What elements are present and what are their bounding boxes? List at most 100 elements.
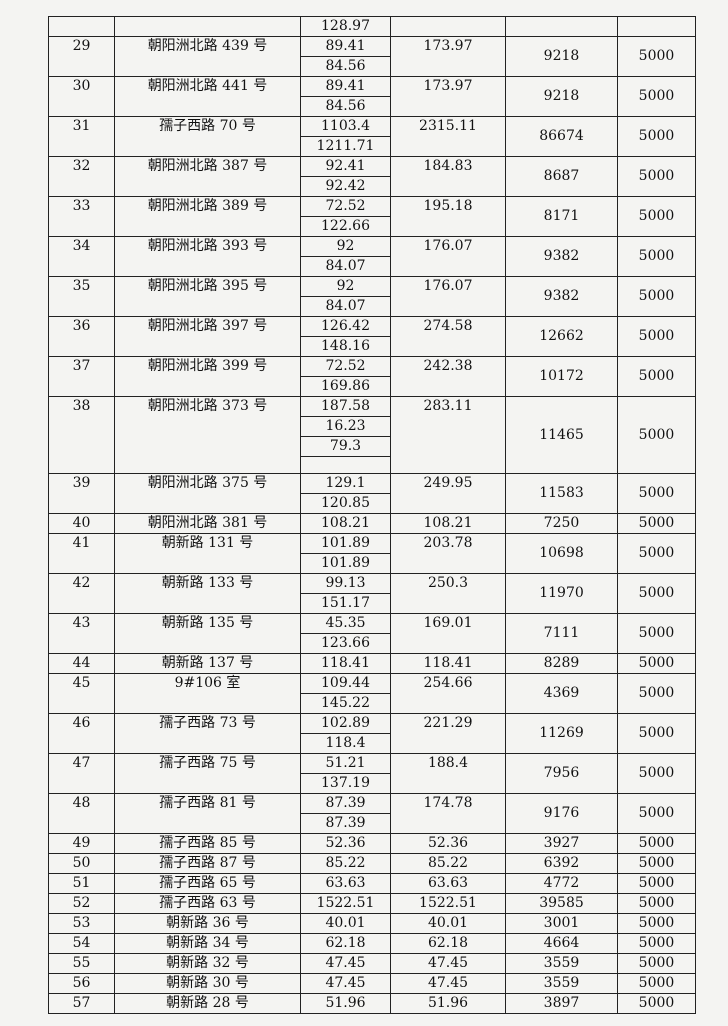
amount-cell: 3897	[505, 993, 618, 1014]
no-cell: 49	[48, 833, 115, 854]
amount-cell: 11269	[505, 713, 618, 754]
table-row: 46 孺子西路 73 号 102.89 221.29 11269 5000	[48, 713, 696, 754]
area-cell: 122.66	[300, 216, 391, 237]
area-cell: 137.19	[300, 773, 391, 794]
area-cell: 92.41	[300, 156, 391, 177]
table-row: 34 朝阳洲北路 393 号 92 176.07 9382 5000	[48, 236, 696, 277]
address-cell: 朝阳洲北路 393 号	[114, 236, 301, 277]
table-row: 38 朝阳洲北路 373 号 187.58 283.11 11465 5000	[48, 396, 696, 474]
fee-cell: 5000	[617, 673, 696, 714]
table-row: 56 朝新路 30 号 47.45 47.45 3559 5000	[48, 973, 696, 994]
area-cell: 92.42	[300, 176, 391, 197]
area-cell: 63.63	[300, 873, 391, 894]
total-cell: 188.4	[390, 753, 506, 794]
area-cell: 118.4	[300, 733, 391, 754]
area-cell: 84.07	[300, 296, 391, 317]
no-cell: 33	[48, 196, 115, 237]
total-cell: 62.18	[390, 933, 506, 954]
amount-cell: 3559	[505, 973, 618, 994]
no-cell: 46	[48, 713, 115, 754]
table-row: 37 朝阳洲北路 399 号 72.52 242.38 10172 5000	[48, 356, 696, 397]
area-cell: 72.52	[300, 196, 391, 217]
address-cell: 朝阳洲北路 389 号	[114, 196, 301, 237]
table-row: 31 孺子西路 70 号 1103.4 2315.11 86674 5000	[48, 116, 696, 157]
table-row: 169.86	[49, 376, 696, 397]
address-cell: 朝新路 34 号	[114, 933, 301, 954]
amount-cell: 11583	[505, 473, 618, 514]
area-cell: 16.23	[300, 416, 391, 437]
total-cell: 118.41	[390, 653, 506, 674]
area-cell: 1103.4	[300, 116, 391, 137]
no-cell: 50	[48, 853, 115, 874]
address-cell: 朝阳洲北路 441 号	[114, 76, 301, 117]
fee-cell: 5000	[617, 953, 696, 974]
fee-cell: 5000	[617, 893, 696, 914]
area-cell: 148.16	[300, 336, 391, 357]
area-cell: 84.56	[300, 96, 391, 117]
total-cell: 174.78	[390, 793, 506, 834]
area-cell: 109.44	[300, 673, 391, 694]
amount-cell: 9382	[505, 236, 618, 277]
no-cell: 48	[48, 793, 115, 834]
total-cell: 242.38	[390, 356, 506, 397]
area-cell: 120.85	[300, 493, 391, 514]
area-cell: 126.42	[300, 316, 391, 337]
address-cell: 朝新路 133 号	[114, 573, 301, 614]
amount-cell: 9382	[505, 276, 618, 317]
table-row: 120.85	[49, 493, 696, 514]
fee-cell: 5000	[617, 873, 696, 894]
table-row: 123.66	[49, 633, 696, 654]
amount-cell: 4369	[505, 673, 618, 714]
address-cell: 孺子西路 65 号	[114, 873, 301, 894]
no-cell: 55	[48, 953, 115, 974]
amount-cell: 7956	[505, 753, 618, 794]
area-cell: 118.41	[300, 653, 391, 674]
no-cell: 42	[48, 573, 115, 614]
area-cell: 187.58	[300, 396, 391, 417]
area-cell: 89.41	[300, 76, 391, 97]
table-row: 52 孺子西路 63 号 1522.51 1522.51 39585 5000	[48, 893, 696, 914]
area-cell: 47.45	[300, 953, 391, 974]
area-cell: 101.89	[300, 533, 391, 554]
address-cell: 孺子西路 81 号	[114, 793, 301, 834]
address-cell: 朝阳洲北路 387 号	[114, 156, 301, 197]
area-cell: 123.66	[300, 633, 391, 654]
address-cell: 朝新路 137 号	[114, 653, 301, 674]
table-row: 40 朝阳洲北路 381 号 108.21 108.21 7250 5000	[48, 513, 696, 534]
table-row: 29 朝阳洲北路 439 号 89.41 173.97 9218 5000	[48, 36, 696, 77]
amount-cell: 6392	[505, 853, 618, 874]
area-cell: 87.39	[300, 813, 391, 834]
table-row: 42 朝新路 133 号 99.13 250.3 11970 5000	[48, 573, 696, 614]
fee-cell: 5000	[617, 276, 696, 317]
table-row: 43 朝新路 135 号 45.35 169.01 7111 5000	[48, 613, 696, 654]
area-cell: 169.86	[300, 376, 391, 397]
no-cell: 54	[48, 933, 115, 954]
fee-cell	[617, 16, 696, 37]
area-cell: 129.1	[300, 473, 391, 494]
no-cell: 34	[48, 236, 115, 277]
area-cell	[300, 456, 391, 474]
total-cell: 40.01	[390, 913, 506, 934]
fee-cell: 5000	[617, 356, 696, 397]
fee-cell: 5000	[617, 76, 696, 117]
total-cell: 52.36	[390, 833, 506, 854]
address-cell	[114, 16, 301, 37]
total-cell: 176.07	[390, 236, 506, 277]
address-cell: 孺子西路 70 号	[114, 116, 301, 157]
area-cell: 85.22	[300, 853, 391, 874]
total-cell: 184.83	[390, 156, 506, 197]
area-cell: 102.89	[300, 713, 391, 734]
amount-cell: 7250	[505, 513, 618, 534]
fee-cell: 5000	[617, 833, 696, 854]
table-row: 41 朝新路 131 号 101.89 203.78 10698 5000	[48, 533, 696, 574]
address-cell: 朝阳洲北路 373 号	[114, 396, 301, 474]
amount-cell: 8171	[505, 196, 618, 237]
no-cell: 56	[48, 973, 115, 994]
fee-cell: 5000	[617, 653, 696, 674]
area-cell: 1522.51	[300, 893, 391, 914]
table-row: 47 孺子西路 75 号 51.21 188.4 7956 5000	[48, 753, 696, 794]
amount-cell: 9218	[505, 36, 618, 77]
table-row: 54 朝新路 34 号 62.18 62.18 4664 5000	[48, 933, 696, 954]
no-cell: 47	[48, 753, 115, 794]
